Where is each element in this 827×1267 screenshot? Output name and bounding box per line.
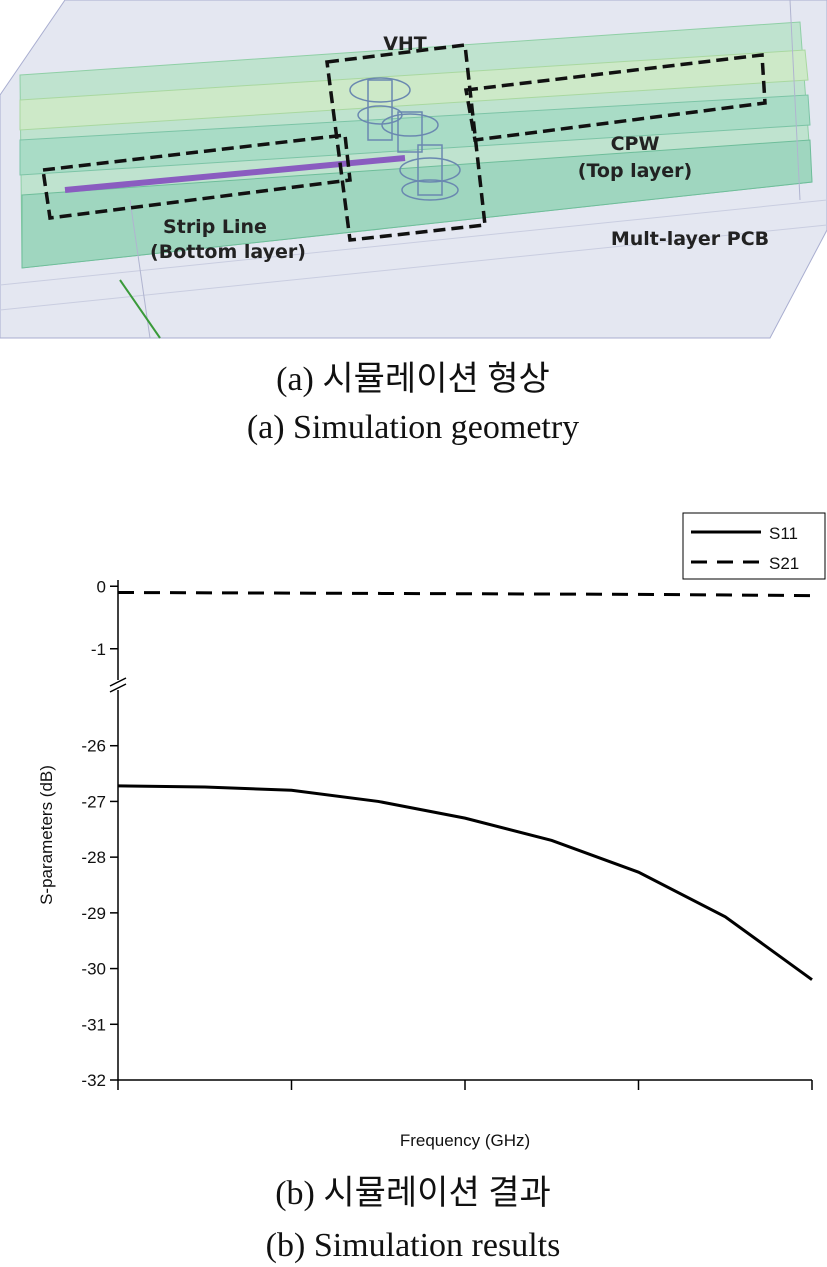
y-axis-label: S-parameters (dB) [37,765,56,905]
y-tick-label: -32 [81,1071,106,1090]
label: (Top layer) [578,160,692,182]
label: VHT [383,33,427,55]
y-tick-label: -1 [91,640,106,659]
label: (Bottom layer) [150,241,306,263]
caption: (b) 시뮬레이션 결과 [275,1175,551,1212]
axis-break [109,677,127,687]
label: Strip Line [163,216,267,238]
axis-break [109,683,127,693]
y-tick-label: -31 [81,1015,106,1034]
caption: (b) Simulation results [266,1227,561,1264]
y-tick-label: -30 [81,960,106,979]
legend-box [682,512,826,580]
label: Mult-layer PCB [611,228,769,250]
x-axis-label: Frequency (GHz) [400,1131,530,1150]
y-tick-label: 0 [97,577,106,596]
series-line [117,591,813,598]
legend-label: S21 [769,554,799,573]
y-tick-label: -29 [81,904,106,923]
label: CPW [611,133,660,155]
legend-label: S11 [769,524,798,543]
y-tick-label: -27 [81,792,106,811]
chart: 0 -1 -26 -27 -28 -29 -30 -31 -32 Frequency (GHz) S… [37,512,826,1150]
caption: (a) 시뮬레이션 형상 [276,361,550,398]
caption: (a) Simulation geometry [247,409,579,446]
y-tick-label: -28 [81,848,106,867]
series-line [117,784,813,981]
geometry-image: VHT CPW (Top layer) Strip Line (Bottom l… [0,0,827,340]
y-tick-label: -26 [81,737,106,756]
